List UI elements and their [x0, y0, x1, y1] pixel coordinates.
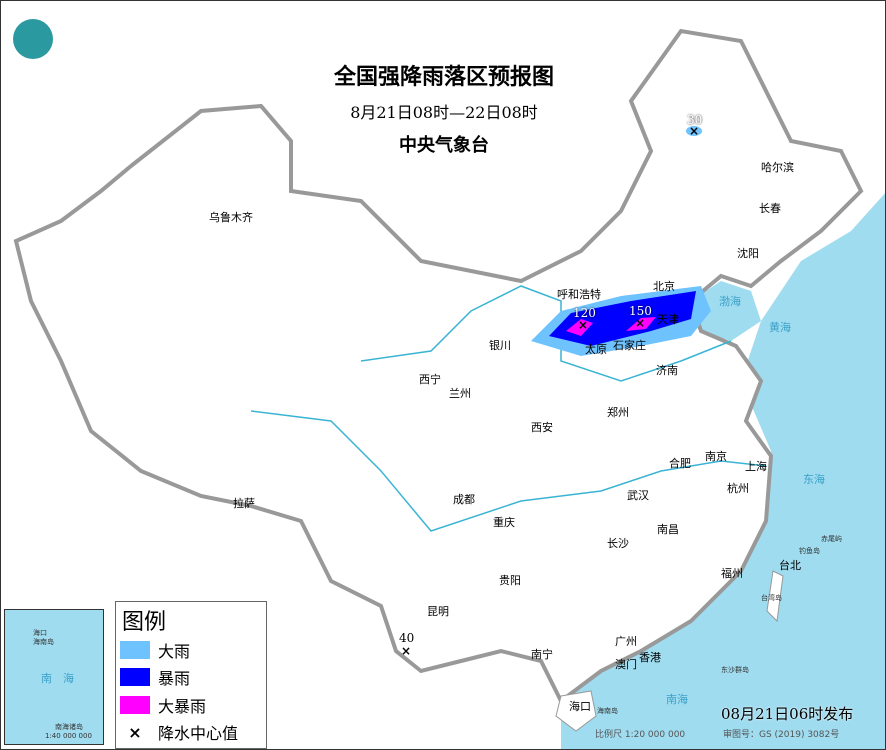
center-mark-icon: × [689, 124, 700, 138]
sea-label: 黄海 [769, 321, 791, 334]
cma-logo [13, 19, 53, 59]
south-china-sea-inset: 海口 海南岛 南 海 南海诸岛 1:40 000 000 [4, 609, 104, 745]
forecast-period: 8月21日08时—22日08时 [350, 103, 538, 122]
center-value: 150 [629, 304, 652, 318]
yangtze-river [250, 410, 767, 532]
city-label: 呼和浩特 [557, 288, 601, 301]
inset-scale: 1:40 000 000 [45, 732, 92, 740]
center-mark-icon: × [128, 722, 142, 742]
island-label: 海南岛 [597, 707, 618, 715]
inset-label: 南 [41, 672, 52, 685]
sea-label: 渤海 [719, 295, 741, 308]
city-label: 拉萨 [233, 497, 255, 510]
inset-title: 南海诸岛 [55, 723, 83, 731]
legend-item-rainstorm: 暴雨 [120, 667, 191, 688]
city-label: 沈阳 [737, 247, 759, 260]
city-label: 武汉 [627, 489, 649, 502]
city-label: 上海 [745, 460, 767, 473]
sea-label: 东海 [803, 473, 825, 486]
city-label: 兰州 [449, 387, 471, 400]
china-outline [13, 28, 864, 705]
sea-area [561, 193, 885, 749]
city-label: 北京 [653, 280, 675, 293]
agency-name: 中央气象台 [399, 135, 489, 156]
map-scale: 比例尺 1:20 000 000 [595, 730, 686, 740]
city-label: 香港 [639, 651, 661, 664]
center-mark-icon: × [635, 316, 646, 330]
city-label: 西宁 [419, 373, 441, 386]
bohai-sea [691, 281, 761, 341]
legend-label: 大暴雨 [158, 697, 207, 716]
legend-swatch [120, 696, 150, 714]
legend-item-heavy-rain: 大雨 [120, 640, 191, 661]
city-label: 杭州 [727, 482, 749, 495]
legend-label: 降水中心值 [158, 724, 239, 743]
city-label: 太原 [585, 343, 607, 356]
city-label: 银川 [489, 339, 511, 352]
city-label: 天津 [657, 313, 679, 326]
city-label: 南宁 [531, 648, 553, 661]
city-label: 海口 [569, 700, 591, 713]
heavy-rainstorm-area-1 [566, 319, 593, 336]
taiwan-island [766, 570, 784, 623]
city-label: 成都 [453, 493, 475, 506]
map-title: 全国强降雨落区预报图 [333, 65, 554, 90]
city-label: 合肥 [669, 457, 691, 470]
rainstorm-area [549, 291, 696, 346]
island-label: 赤尾屿 [821, 535, 842, 543]
city-label: 郑州 [607, 406, 629, 419]
sea-label: 南海 [666, 693, 688, 706]
center-value: 120 [573, 306, 596, 320]
legend-swatch [120, 641, 150, 659]
inset-label: 海南岛 [33, 638, 54, 646]
city-label: 重庆 [493, 516, 515, 529]
heavy-rainstorm-area-2 [626, 317, 656, 331]
inset-label: 海 [63, 672, 74, 685]
city-label: 南京 [705, 450, 727, 463]
island-label: 台湾岛 [761, 594, 782, 602]
hainan-island [555, 690, 597, 732]
city-label: 南昌 [657, 523, 679, 536]
issue-time: 08月21日06时发布 [721, 705, 854, 723]
legend: 图例 大雨 暴雨 大暴雨 × 降水中心值 [115, 601, 267, 749]
city-label: 乌鲁木齐 [209, 211, 253, 224]
approval-number: 审图号：GS (2019) 3082号 [723, 730, 840, 740]
legend-swatch [120, 668, 150, 686]
city-label: 澳门 [615, 658, 637, 671]
legend-item-center-value: × 降水中心值 [120, 722, 239, 744]
city-label: 昆明 [427, 605, 449, 618]
legend-label: 暴雨 [158, 669, 191, 688]
city-label: 哈尔滨 [761, 161, 794, 174]
legend-label: 大雨 [158, 642, 191, 661]
center-value: 40 [399, 631, 415, 645]
inset-label: 海口 [33, 629, 47, 637]
island-label: 东沙群岛 [721, 666, 749, 674]
center-mark-icon: × [578, 318, 589, 332]
city-label: 长春 [759, 202, 781, 215]
island-label: 钓鱼岛 [799, 547, 820, 555]
city-label: 台北 [779, 559, 801, 572]
city-label: 贵阳 [499, 574, 521, 587]
heavy-rain-area-ne [686, 126, 702, 136]
legend-title: 图例 [122, 610, 167, 635]
yellow-river [360, 285, 732, 382]
legend-item-heavy-rainstorm: 大暴雨 [120, 695, 207, 716]
city-label: 广州 [615, 635, 637, 648]
city-label: 石家庄 [613, 339, 646, 352]
center-value: 30 [687, 113, 703, 127]
city-label: 长沙 [607, 537, 629, 550]
city-label: 西安 [531, 421, 553, 434]
city-label: 福州 [721, 567, 743, 580]
city-label: 济南 [656, 364, 678, 377]
center-mark-icon: × [401, 644, 412, 658]
